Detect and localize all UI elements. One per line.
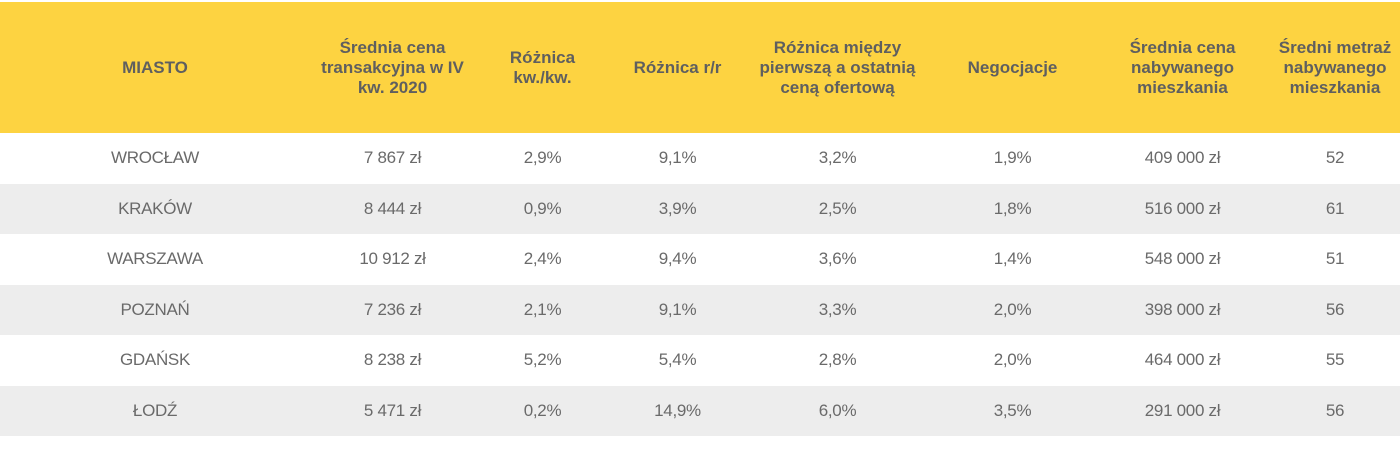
cell-negotiations: 1,9% bbox=[993, 148, 1032, 168]
cell-city: POZNAŃ bbox=[120, 299, 190, 319]
cell-qoq-change: 5,2% bbox=[523, 350, 562, 370]
cell-city: WROCŁAW bbox=[111, 148, 199, 168]
cell-qoq-change: 0,9% bbox=[523, 198, 562, 218]
table-row: WROCŁAW 7 867 zł 2,9% 9,1% 3,2% 1,9% 409… bbox=[0, 133, 1400, 184]
cell-avg-apartment-size: 61 bbox=[1325, 198, 1345, 218]
cell-first-last-offer-diff: 3,3% bbox=[818, 299, 857, 319]
table-row: GDAŃSK 8 238 zł 5,2% 5,4% 2,8% 2,0% 464 … bbox=[0, 335, 1400, 386]
cell-negotiations: 3,5% bbox=[993, 400, 1032, 420]
cell-first-last-offer-diff: 6,0% bbox=[818, 400, 857, 420]
table-header: MIASTO Średnia cena transakcyjna w IV kw… bbox=[0, 2, 1400, 133]
cell-avg-apartment-size: 56 bbox=[1325, 299, 1345, 319]
cell-avg-apartment-size: 56 bbox=[1325, 400, 1345, 420]
cell-first-last-offer-diff: 3,6% bbox=[818, 249, 857, 269]
price-table-container: MIASTO Średnia cena transakcyjna w IV kw… bbox=[0, 2, 1400, 436]
cell-negotiations: 1,8% bbox=[993, 198, 1032, 218]
cell-first-last-offer-diff: 2,8% bbox=[818, 350, 857, 370]
cell-city: GDAŃSK bbox=[120, 350, 190, 370]
table-body: WROCŁAW 7 867 zł 2,9% 9,1% 3,2% 1,9% 409… bbox=[0, 133, 1400, 436]
apartment-price-table: MIASTO Średnia cena transakcyjna w IV kw… bbox=[0, 2, 1400, 436]
cell-avg-apartment-price: 548 000 zł bbox=[1144, 249, 1221, 269]
cell-yoy-change: 3,9% bbox=[658, 198, 697, 218]
cell-first-last-offer-diff: 2,5% bbox=[818, 198, 857, 218]
cell-avg-transaction-price: 8 238 zł bbox=[363, 350, 422, 370]
header-first-last-offer-diff: Różnica między pierwszą a ostatnią ceną … bbox=[759, 37, 916, 97]
cell-avg-transaction-price: 5 471 zł bbox=[363, 400, 422, 420]
table-row: KRAKÓW 8 444 zł 0,9% 3,9% 2,5% 1,8% 516 … bbox=[0, 183, 1400, 234]
cell-first-last-offer-diff: 3,2% bbox=[818, 148, 857, 168]
cell-avg-apartment-size: 51 bbox=[1325, 249, 1345, 269]
header-negotiations: Negocjacje bbox=[967, 57, 1058, 77]
table-row: ŁODŹ 5 471 zł 0,2% 14,9% 6,0% 3,5% 291 0… bbox=[0, 385, 1400, 436]
header-avg-apartment-size: Średni metraż nabywanego mieszkania bbox=[1278, 37, 1392, 97]
header-avg-apartment-price: Średnia cena nabywanego mieszkania bbox=[1129, 37, 1236, 97]
header-yoy-change: Różnica r/r bbox=[633, 57, 722, 77]
header-city: MIASTO bbox=[122, 57, 188, 77]
cell-qoq-change: 2,4% bbox=[523, 249, 562, 269]
header-qoq-change: Różnica kw./kw. bbox=[509, 47, 576, 87]
cell-negotiations: 2,0% bbox=[993, 299, 1032, 319]
cell-avg-transaction-price: 7 236 zł bbox=[363, 299, 422, 319]
header-avg-transaction-price: Średnia cena transakcyjna w IV kw. 2020 bbox=[321, 37, 464, 97]
cell-avg-apartment-size: 52 bbox=[1325, 148, 1345, 168]
header-row: MIASTO Średnia cena transakcyjna w IV kw… bbox=[0, 2, 1400, 133]
cell-avg-apartment-price: 291 000 zł bbox=[1144, 400, 1221, 420]
cell-avg-apartment-size: 55 bbox=[1325, 350, 1345, 370]
cell-yoy-change: 9,1% bbox=[658, 148, 697, 168]
table-row: WARSZAWA 10 912 zł 2,4% 9,4% 3,6% 1,4% 5… bbox=[0, 234, 1400, 285]
cell-avg-apartment-price: 516 000 zł bbox=[1144, 198, 1221, 218]
cell-avg-transaction-price: 10 912 zł bbox=[359, 249, 426, 269]
cell-qoq-change: 2,1% bbox=[523, 299, 562, 319]
cell-yoy-change: 9,4% bbox=[658, 249, 697, 269]
cell-city: KRAKÓW bbox=[118, 198, 192, 218]
cell-avg-apartment-price: 409 000 zł bbox=[1144, 148, 1221, 168]
cell-city: WARSZAWA bbox=[107, 249, 203, 269]
cell-yoy-change: 14,9% bbox=[654, 400, 701, 420]
cell-yoy-change: 9,1% bbox=[658, 299, 697, 319]
cell-city: ŁODŹ bbox=[132, 400, 178, 420]
cell-negotiations: 2,0% bbox=[993, 350, 1032, 370]
cell-qoq-change: 2,9% bbox=[523, 148, 562, 168]
cell-avg-apartment-price: 464 000 zł bbox=[1144, 350, 1221, 370]
cell-yoy-change: 5,4% bbox=[658, 350, 697, 370]
table-row: POZNAŃ 7 236 zł 2,1% 9,1% 3,3% 2,0% 398 … bbox=[0, 284, 1400, 335]
cell-avg-transaction-price: 7 867 zł bbox=[363, 148, 422, 168]
cell-qoq-change: 0,2% bbox=[523, 400, 562, 420]
cell-negotiations: 1,4% bbox=[993, 249, 1032, 269]
cell-avg-transaction-price: 8 444 zł bbox=[363, 198, 422, 218]
cell-avg-apartment-price: 398 000 zł bbox=[1144, 299, 1221, 319]
